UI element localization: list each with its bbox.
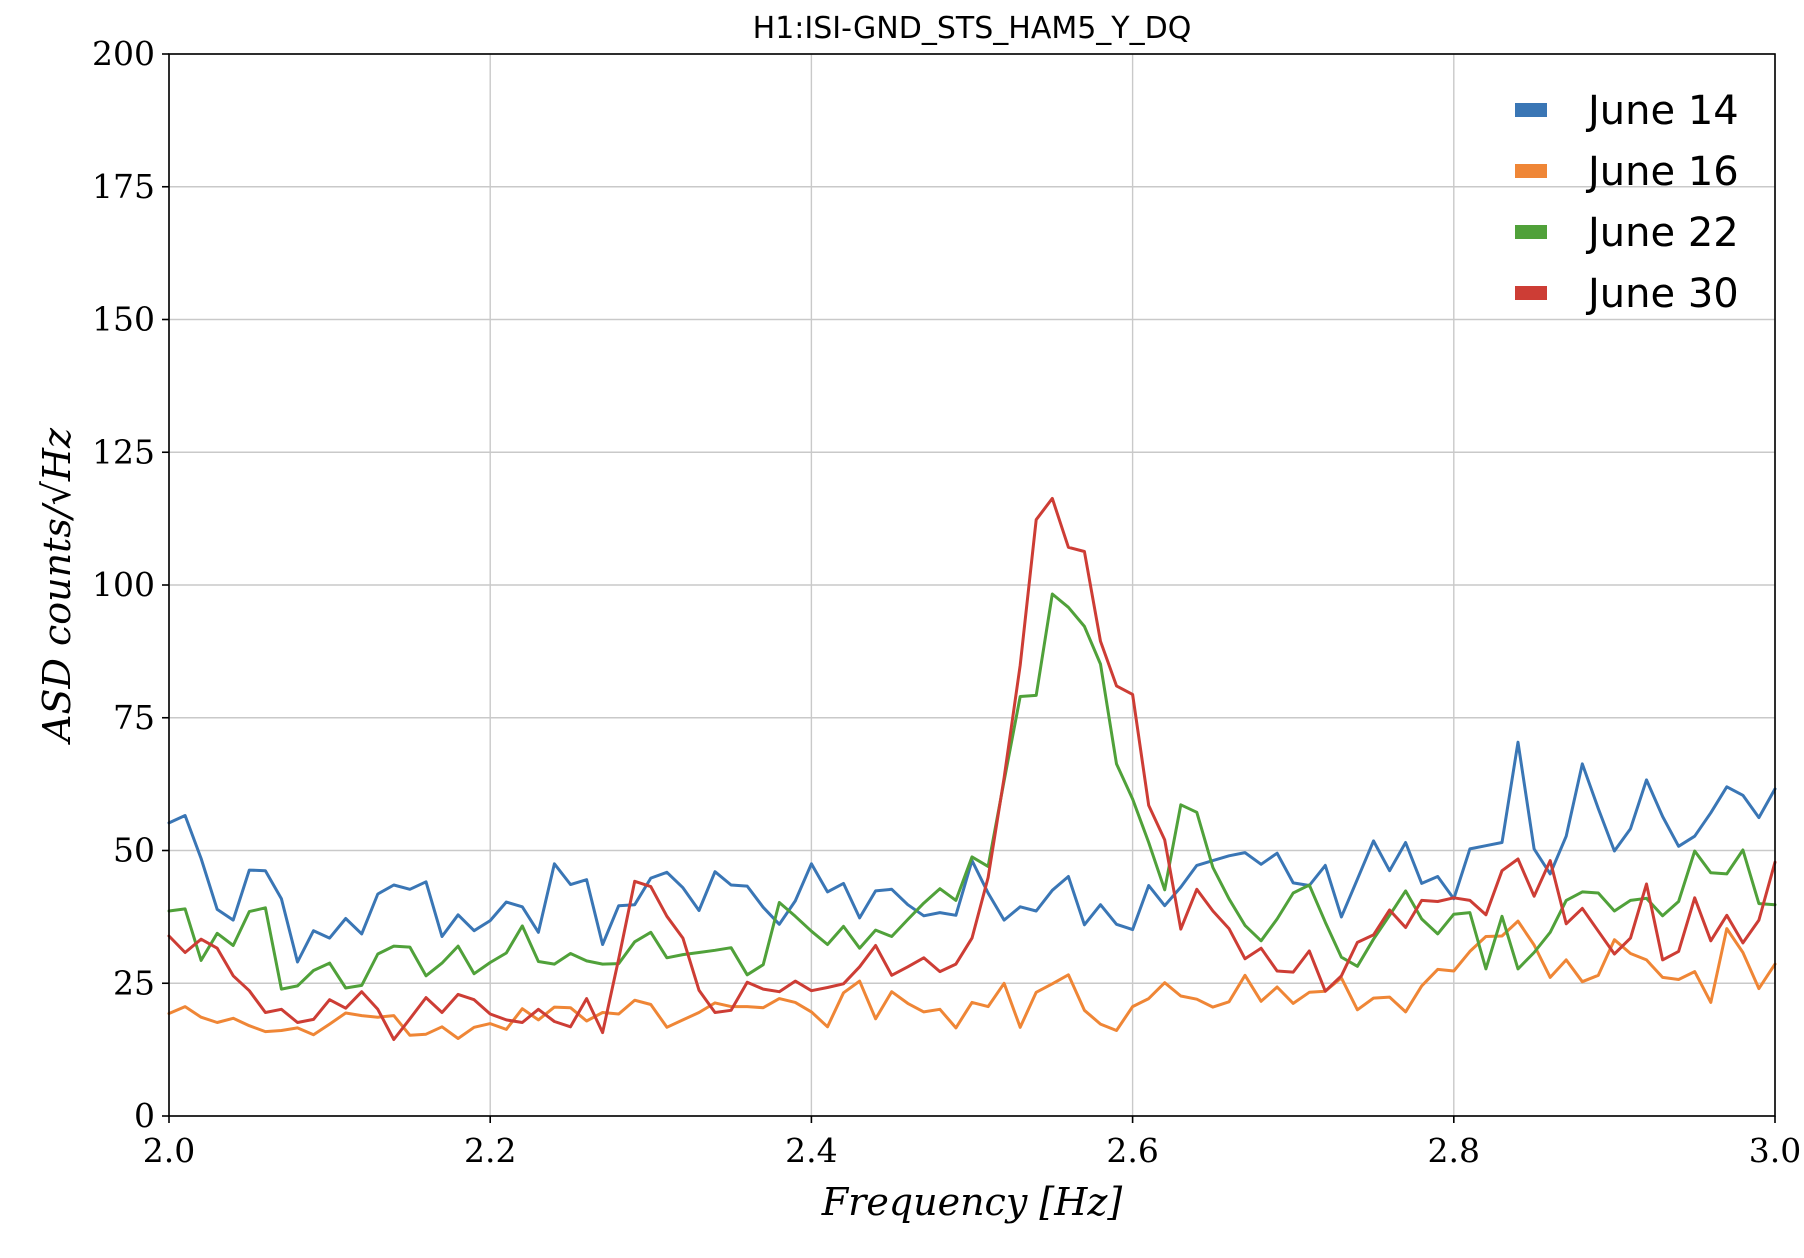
y-tick-label: 125: [92, 432, 155, 471]
x-tick-label: 2.6: [1106, 1131, 1158, 1170]
legend-swatch-june-16: [1515, 164, 1547, 178]
y-tick-label: 75: [113, 698, 155, 737]
legend-swatch-june-30: [1515, 286, 1547, 300]
y-tick-label: 100: [92, 565, 155, 604]
x-tick-label: 2.2: [464, 1131, 516, 1170]
legend-label-june-14: June 14: [1585, 88, 1739, 134]
tick-layer: 2.0 2.2 2.4 2.6 2.8 3.0 0 25 50 75 100 125 150 175 200: [92, 34, 1801, 1170]
x-tick-label: 2.4: [785, 1131, 837, 1170]
y-tick-label: 200: [92, 34, 155, 73]
series-line-june-30: [167, 496, 1777, 1041]
legend-label-june-16: June 16: [1585, 149, 1739, 195]
legend: June 14 June 16 June 22 June 30: [1515, 88, 1739, 317]
x-tick-label: 3.0: [1749, 1131, 1801, 1170]
series-line-june-22: [167, 592, 1777, 991]
series-layer: [167, 496, 1777, 1041]
y-tick-label: 50: [113, 831, 155, 870]
series-line-june-14: [167, 740, 1777, 964]
x-tick-label: 2.8: [1428, 1131, 1480, 1170]
chart-title: H1:ISI-GND_STS_HAM5_Y_DQ: [753, 11, 1192, 46]
legend-label-june-22: June 22: [1585, 210, 1739, 256]
legend-swatch-june-14: [1515, 103, 1547, 117]
y-tick-label: 25: [113, 963, 155, 1002]
grid-layer: [168, 53, 1776, 1117]
y-tick-label: 0: [134, 1096, 155, 1135]
y-axis-label: ASD counts/√Hz: [35, 427, 79, 745]
y-tick-label: 150: [92, 300, 155, 339]
x-axis-label: Frequency [Hz]: [821, 1180, 1123, 1224]
legend-label-june-30: June 30: [1585, 271, 1739, 317]
x-tick-label: 2.0: [143, 1131, 195, 1170]
y-tick-label: 175: [92, 167, 155, 206]
legend-swatch-june-22: [1515, 225, 1547, 239]
